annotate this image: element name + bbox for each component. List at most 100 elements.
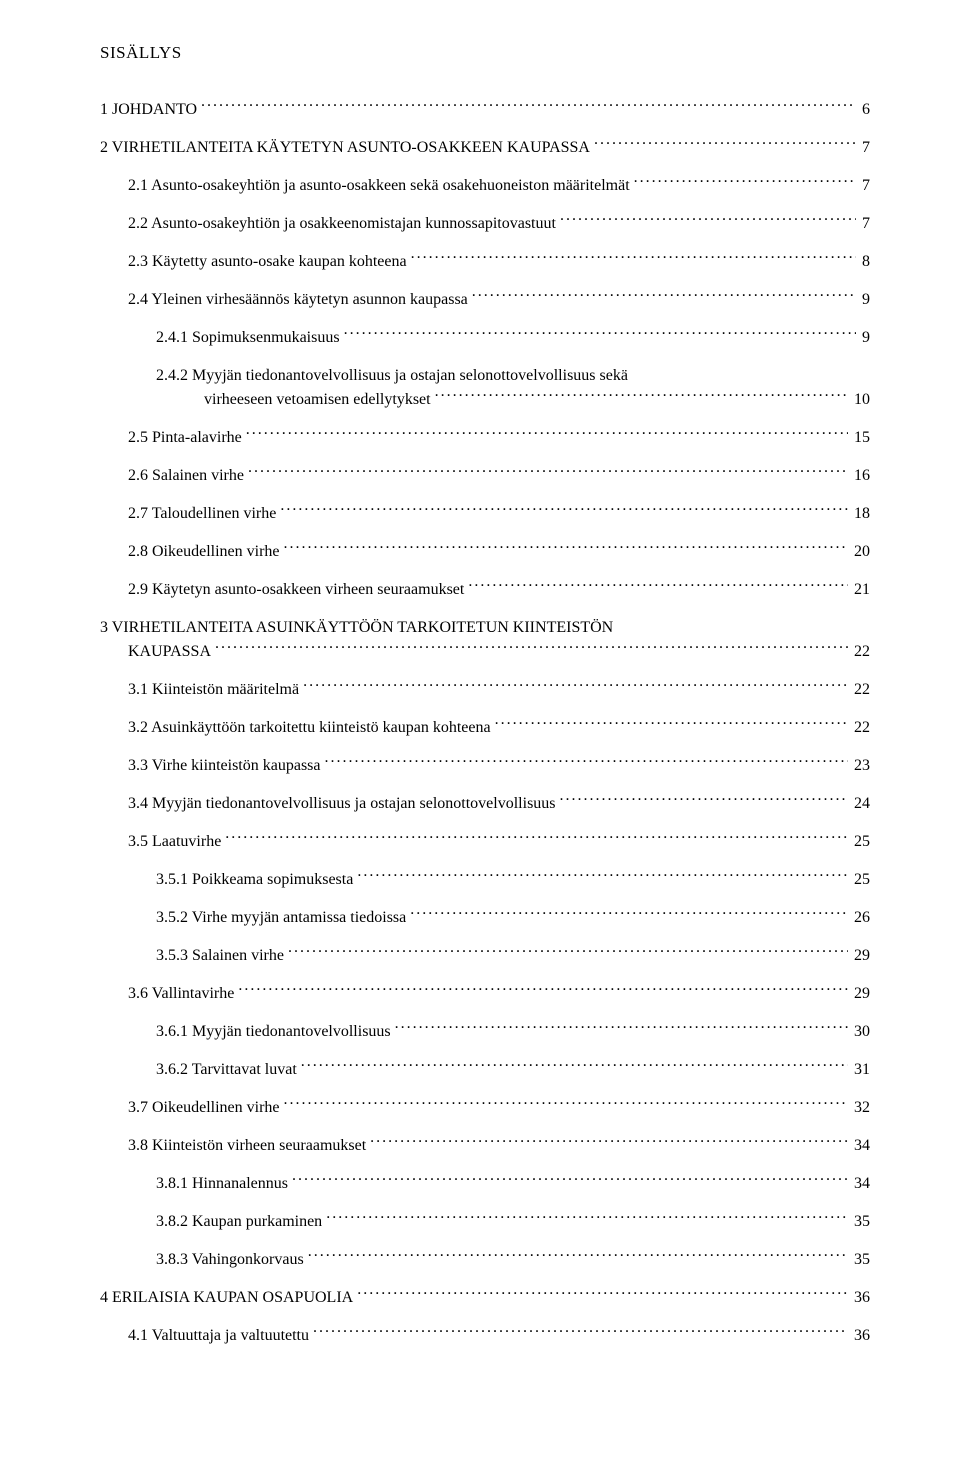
toc-page-number: 7	[856, 212, 870, 236]
toc-page-number: 23	[848, 754, 870, 778]
toc-page-number: 22	[848, 716, 870, 740]
toc-entry: 3.8.3 Vahingonkorvaus35	[100, 1248, 870, 1272]
toc-entry: 2.4.1 Sopimuksenmukaisuus9	[100, 326, 870, 350]
toc-page-number: 26	[848, 906, 870, 930]
toc-leader-dots	[238, 982, 848, 998]
toc-page-number: 29	[848, 944, 870, 968]
toc-entry-line2-row: KAUPASSA22	[100, 640, 870, 664]
toc-entry: 3.6 Vallintavirhe29	[100, 982, 870, 1006]
toc-leader-dots	[435, 388, 848, 404]
toc-leader-dots	[225, 830, 848, 846]
toc-entry-label: 2.9 Käytetyn asunto-osakkeen virheen seu…	[128, 578, 468, 602]
toc-page-number: 31	[848, 1058, 870, 1082]
toc-page-number: 24	[848, 792, 870, 816]
toc-entry: 4 ERILAISIA KAUPAN OSAPUOLIA 36	[100, 1286, 870, 1310]
toc-leader-dots	[288, 944, 848, 960]
toc-entry-line1: 3 VIRHETILANTEITA ASUINKÄYTTÖÖN TARKOITE…	[100, 616, 870, 640]
toc-entry: 1 JOHDANTO 6	[100, 98, 870, 122]
toc-page-number: 6	[856, 98, 870, 122]
toc-entry-label: virheeseen vetoamisen edellytykset	[204, 388, 435, 412]
toc-page-number: 7	[856, 136, 870, 160]
toc-entry-label: 3.5.2 Virhe myyjän antamissa tiedoissa	[156, 906, 410, 930]
toc-page-number: 25	[848, 830, 870, 854]
toc-leader-dots	[301, 1058, 848, 1074]
toc-entry-multiline: 2.4.2 Myyjän tiedonantovelvollisuus ja o…	[100, 364, 870, 412]
toc-entry: 2.5 Pinta-alavirhe15	[100, 426, 870, 450]
toc-entry: 3.3 Virhe kiinteistön kaupassa 23	[100, 754, 870, 778]
toc-entry-label: 3.5 Laatuvirhe	[128, 830, 225, 854]
toc-entry: 2.8 Oikeudellinen virhe20	[100, 540, 870, 564]
toc-leader-dots	[411, 250, 856, 266]
toc-page-number: 34	[848, 1172, 870, 1196]
toc-entry-label: 2.3 Käytetty asunto-osake kaupan kohteen…	[128, 250, 411, 274]
toc-page-number: 25	[848, 868, 870, 892]
toc-page-number: 36	[848, 1324, 870, 1348]
toc-entry-label: 2.2 Asunto-osakeyhtiön ja osakkeenomista…	[128, 212, 560, 236]
toc-page-number: 10	[848, 388, 870, 412]
toc-entry-label: 4 ERILAISIA KAUPAN OSAPUOLIA	[100, 1286, 357, 1310]
toc-entry: 3.6.2 Tarvittavat luvat 31	[100, 1058, 870, 1082]
toc-entry-label: 2.7 Taloudellinen virhe	[128, 502, 280, 526]
toc-entry-label: 2.8 Oikeudellinen virhe	[128, 540, 284, 564]
toc-entry-label: 3.5.3 Salainen virhe	[156, 944, 288, 968]
toc-entry-label: 3.8.2 Kaupan purkaminen	[156, 1210, 326, 1234]
toc-page-number: 21	[848, 578, 870, 602]
toc-entry: 3.5.1 Poikkeama sopimuksesta25	[100, 868, 870, 892]
toc-entry-label: 3.3 Virhe kiinteistön kaupassa	[128, 754, 325, 778]
toc-leader-dots	[313, 1324, 848, 1340]
toc-entry-label: 4.1 Valtuuttaja ja valtuutettu	[128, 1324, 313, 1348]
toc-page-number: 35	[848, 1248, 870, 1272]
toc-page-number: 18	[848, 502, 870, 526]
toc-leader-dots	[634, 174, 856, 190]
toc-page-number: 9	[856, 326, 870, 350]
toc-leader-dots	[370, 1134, 848, 1150]
toc-entry-label: 3.4 Myyjän tiedonantovelvollisuus ja ost…	[128, 792, 560, 816]
toc-entry-label: 2.1 Asunto-osakeyhtiön ja asunto-osakkee…	[128, 174, 634, 198]
toc-entry-label: 3.2 Asuinkäyttöön tarkoitettu kiinteistö…	[128, 716, 495, 740]
toc-entry-label: 3.8.1 Hinnanalennus	[156, 1172, 292, 1196]
toc-leader-dots	[594, 136, 856, 152]
toc-entry-label: 2.6 Salainen virhe	[128, 464, 248, 488]
toc-page-number: 36	[848, 1286, 870, 1310]
toc-page-number: 30	[848, 1020, 870, 1044]
toc-entry: 3.4 Myyjän tiedonantovelvollisuus ja ost…	[100, 792, 870, 816]
toc-entry: 2.1 Asunto-osakeyhtiön ja asunto-osakkee…	[100, 174, 870, 198]
toc-leader-dots	[410, 906, 848, 922]
toc-entry: 4.1 Valtuuttaja ja valtuutettu 36	[100, 1324, 870, 1348]
toc-page-number: 35	[848, 1210, 870, 1234]
toc-leader-dots	[395, 1020, 848, 1036]
toc-title: SISÄLLYS	[100, 40, 870, 66]
toc-entry-label: 1 JOHDANTO	[100, 98, 201, 122]
toc-entry: 3.8 Kiinteistön virheen seuraamukset34	[100, 1134, 870, 1158]
toc-page-number: 16	[848, 464, 870, 488]
toc-entry-label: 2.5 Pinta-alavirhe	[128, 426, 246, 450]
toc-page-number: 9	[856, 288, 870, 312]
toc-entry-label: 3.7 Oikeudellinen virhe	[128, 1096, 284, 1120]
toc-entry: 3.8.1 Hinnanalennus 34	[100, 1172, 870, 1196]
toc-leader-dots	[468, 578, 848, 594]
toc-entry: 2.6 Salainen virhe 16	[100, 464, 870, 488]
toc-container: 1 JOHDANTO 6 2 VIRHETILANTEITA KÄYTETYN AS…	[100, 98, 870, 1348]
toc-entry: 3.5.3 Salainen virhe 29	[100, 944, 870, 968]
toc-leader-dots	[303, 678, 848, 694]
toc-leader-dots	[215, 640, 848, 656]
toc-leader-dots	[357, 868, 848, 884]
toc-leader-dots	[284, 540, 848, 556]
toc-page-number: 22	[848, 678, 870, 702]
toc-leader-dots	[344, 326, 856, 342]
toc-entry: 2.3 Käytetty asunto-osake kaupan kohteen…	[100, 250, 870, 274]
toc-leader-dots	[325, 754, 849, 770]
toc-entry: 3.8.2 Kaupan purkaminen 35	[100, 1210, 870, 1234]
toc-entry-line1: 2.4.2 Myyjän tiedonantovelvollisuus ja o…	[156, 364, 870, 388]
toc-leader-dots	[308, 1248, 848, 1264]
toc-entry: 3.2 Asuinkäyttöön tarkoitettu kiinteistö…	[100, 716, 870, 740]
toc-leader-dots	[292, 1172, 848, 1188]
toc-entry-label: 3.6.2 Tarvittavat luvat	[156, 1058, 301, 1082]
toc-entry: 2.7 Taloudellinen virhe 18	[100, 502, 870, 526]
toc-entry-label: 2 VIRHETILANTEITA KÄYTETYN ASUNTO-OSAKKE…	[100, 136, 594, 160]
toc-entry-label: KAUPASSA	[128, 640, 215, 664]
toc-entry-label: 3.8 Kiinteistön virheen seuraamukset	[128, 1134, 370, 1158]
toc-leader-dots	[248, 464, 848, 480]
toc-leader-dots	[284, 1096, 848, 1112]
toc-leader-dots	[472, 288, 856, 304]
